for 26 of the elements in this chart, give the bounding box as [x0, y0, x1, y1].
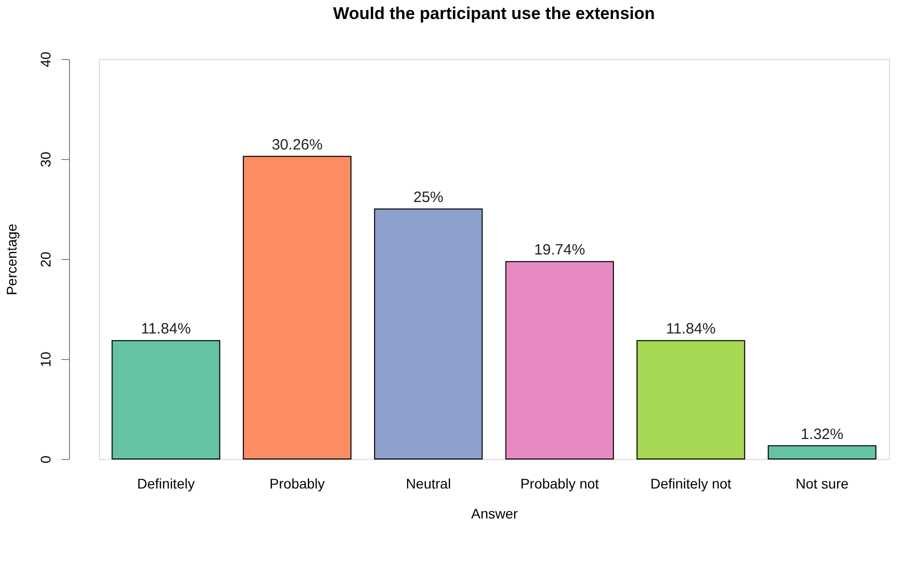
bar: [636, 340, 746, 460]
data-label: 19.74%: [534, 242, 586, 259]
data-label: 1.32%: [800, 426, 844, 443]
y-tick-label: 10: [38, 352, 54, 368]
x-tick-label: Neutral: [406, 476, 451, 492]
x-tick-label: Probably not: [520, 476, 600, 492]
y-tick-label: 30: [38, 152, 54, 168]
y-tick-label: 20: [38, 252, 54, 268]
data-label: 11.84%: [141, 320, 191, 338]
data-label: 30.26%: [272, 136, 323, 154]
x-tick-label: Definitely: [137, 476, 195, 492]
bar: [505, 261, 614, 460]
bar: [242, 156, 352, 460]
bar: [112, 340, 220, 460]
data-label: 11.84%: [666, 320, 716, 338]
x-tick-label: Definitely not: [650, 476, 732, 492]
y-tick-label: 0: [38, 455, 54, 464]
bar: [374, 208, 483, 460]
x-axis-title: Answer: [471, 506, 518, 522]
x-tick-label: Not sure: [796, 476, 849, 492]
bar: [768, 445, 876, 460]
y-axis-title: Percentage: [4, 223, 20, 296]
x-tick-label: Probably: [270, 476, 325, 492]
y-tick-label: 40: [38, 52, 54, 68]
chart-title: Would the participant use the extension: [333, 4, 655, 24]
data-label: 25%: [413, 189, 444, 206]
